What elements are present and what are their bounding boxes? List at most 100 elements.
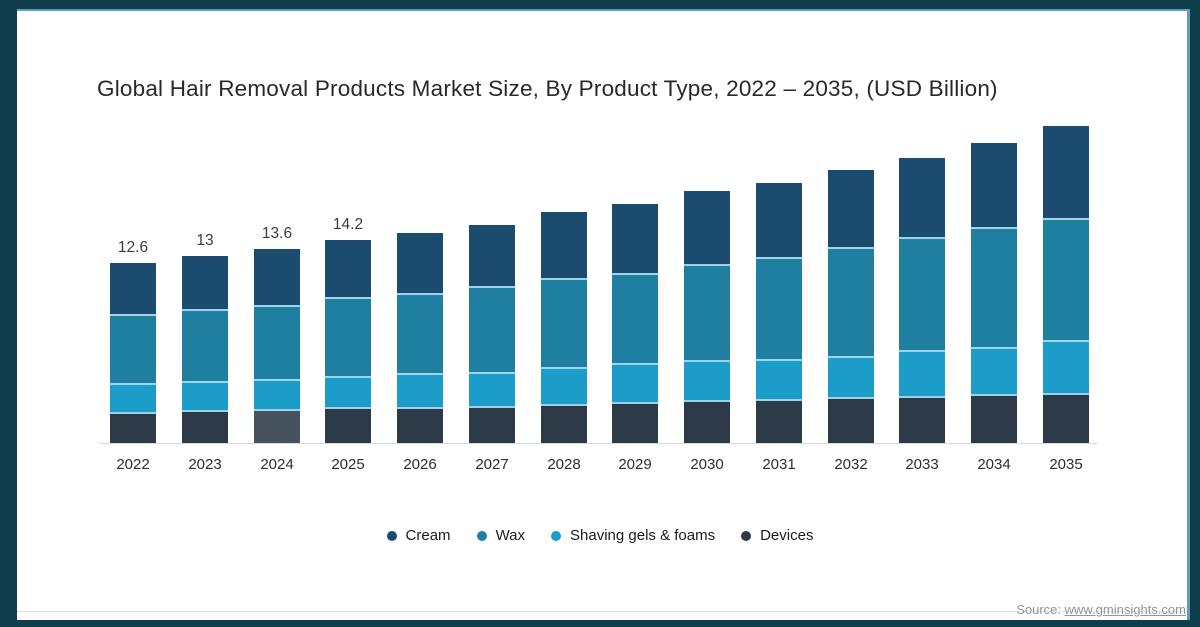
bar-segment-wax-2035 xyxy=(1043,218,1089,340)
bar-segment-shaving-gels-foams-2032 xyxy=(828,356,874,397)
x-axis-label-2033: 2033 xyxy=(905,456,939,473)
bar-segment-cream-2026 xyxy=(397,233,443,293)
bar-segment-devices-2031 xyxy=(756,399,802,443)
x-axis-label-2023: 2023 xyxy=(188,456,222,473)
bar-segment-shaving-gels-foams-2035 xyxy=(1043,340,1089,393)
frame-border-left xyxy=(0,0,17,627)
bar-segment-shaving-gels-foams-2025 xyxy=(325,376,371,407)
legend-dot-icon xyxy=(476,530,487,541)
bar-segment-shaving-gels-foams-2031 xyxy=(756,359,802,399)
bar-segment-devices-2030 xyxy=(684,400,730,443)
source-prefix: Source: xyxy=(1016,602,1065,617)
bar-segment-shaving-gels-foams-2033 xyxy=(899,350,945,396)
bar-segment-wax-2023 xyxy=(182,309,228,381)
bar-2022 xyxy=(110,263,156,443)
bar-segment-devices-2029 xyxy=(612,402,658,443)
bar-segment-cream-2023 xyxy=(182,256,228,309)
x-axis-label-2028: 2028 xyxy=(547,456,581,473)
x-axis-line xyxy=(99,443,1098,444)
bar-total-label-2023: 13 xyxy=(196,232,214,249)
x-axis-label-2035: 2035 xyxy=(1049,456,1083,473)
bar-2032 xyxy=(828,170,874,443)
legend-label: Wax xyxy=(495,527,526,544)
bar-segment-wax-2026 xyxy=(397,293,443,373)
bar-segment-devices-2035 xyxy=(1043,393,1089,443)
bar-segment-devices-2033 xyxy=(899,396,945,443)
bar-segment-wax-2024 xyxy=(254,305,300,379)
x-axis-label-2026: 2026 xyxy=(403,456,437,473)
bar-segment-wax-2034 xyxy=(971,227,1017,347)
frame-border-right xyxy=(1190,0,1200,627)
legend-label: Cream xyxy=(405,527,451,544)
bar-segment-shaving-gels-foams-2022 xyxy=(110,383,156,412)
legend-dot-icon xyxy=(741,530,752,541)
bar-segment-shaving-gels-foams-2026 xyxy=(397,373,443,407)
x-axis-label-2031: 2031 xyxy=(762,456,796,473)
bar-2026 xyxy=(397,233,443,443)
bar-segment-cream-2022 xyxy=(110,263,156,314)
bar-segment-cream-2029 xyxy=(612,204,658,273)
x-axis-label-2030: 2030 xyxy=(690,456,724,473)
legend: Cream Wax Shaving gels & foams Devices xyxy=(0,527,1200,544)
bar-segment-devices-2034 xyxy=(971,394,1017,443)
bar-2031 xyxy=(756,183,802,443)
legend-dot-icon xyxy=(386,530,397,541)
bar-segment-cream-2031 xyxy=(756,183,802,257)
legend-label: Devices xyxy=(760,527,814,544)
bar-segment-wax-2022 xyxy=(110,314,156,383)
bar-segment-wax-2030 xyxy=(684,264,730,360)
bar-segment-devices-2032 xyxy=(828,397,874,443)
frame-accent-top xyxy=(0,9,1200,11)
bar-total-label-2022: 12.6 xyxy=(117,239,149,256)
bar-segment-shaving-gels-foams-2027 xyxy=(469,372,515,406)
x-axis-label-2027: 2027 xyxy=(475,456,509,473)
bar-segment-shaving-gels-foams-2034 xyxy=(971,347,1017,394)
bar-segment-cream-2025 xyxy=(325,240,371,297)
bar-2035 xyxy=(1043,126,1089,443)
bar-segment-cream-2030 xyxy=(684,191,730,264)
bar-segment-cream-2027 xyxy=(469,225,515,286)
legend-item-devices: Devices xyxy=(741,527,813,544)
bar-segment-devices-2024 xyxy=(254,409,300,443)
bar-2024 xyxy=(254,249,300,443)
x-axis-label-2029: 2029 xyxy=(618,456,652,473)
bar-segment-cream-2035 xyxy=(1043,126,1089,218)
x-axis-label-2024: 2024 xyxy=(260,456,294,473)
bar-segment-devices-2026 xyxy=(397,407,443,443)
bar-segment-cream-2034 xyxy=(971,143,1017,227)
footer-divider xyxy=(17,611,1190,612)
frame-accent-right xyxy=(1187,0,1190,627)
bar-segment-devices-2027 xyxy=(469,406,515,443)
legend-label: Shaving gels & foams xyxy=(570,527,716,544)
bar-segment-shaving-gels-foams-2029 xyxy=(612,363,658,402)
bar-segment-wax-2027 xyxy=(469,286,515,372)
legend-item-cream: Cream xyxy=(386,527,451,544)
bar-segment-cream-2032 xyxy=(828,170,874,247)
x-axis-label-2025: 2025 xyxy=(331,456,365,473)
bar-segment-wax-2029 xyxy=(612,273,658,363)
bar-2025 xyxy=(325,240,371,443)
bar-segment-devices-2022 xyxy=(110,412,156,443)
bar-2023 xyxy=(182,256,228,443)
bar-segment-wax-2031 xyxy=(756,257,802,359)
source-link[interactable]: www.gminsights.com xyxy=(1064,602,1186,617)
chart-title: Global Hair Removal Products Market Size… xyxy=(97,76,998,101)
legend-dot-icon xyxy=(551,530,562,541)
bar-segment-devices-2028 xyxy=(541,404,587,443)
x-axis-label-2022: 2022 xyxy=(116,456,150,473)
source-note: Source: www.gminsights.com xyxy=(1016,602,1186,617)
bar-2029 xyxy=(612,204,658,443)
bar-total-label-2025: 14.2 xyxy=(332,216,364,233)
legend-item-shaving-gels-foams: Shaving gels & foams xyxy=(551,527,715,544)
bar-total-label-2024: 13.6 xyxy=(261,225,293,242)
frame-border-top xyxy=(0,0,1200,9)
bar-segment-shaving-gels-foams-2023 xyxy=(182,381,228,410)
bar-segment-shaving-gels-foams-2028 xyxy=(541,367,587,404)
bar-segment-cream-2033 xyxy=(899,158,945,237)
bar-segment-wax-2025 xyxy=(325,297,371,376)
x-axis-label-2032: 2032 xyxy=(834,456,868,473)
frame-border-bottom xyxy=(0,620,1200,627)
bar-2028 xyxy=(541,212,587,443)
bar-segment-cream-2024 xyxy=(254,249,300,305)
bar-segment-wax-2033 xyxy=(899,237,945,350)
